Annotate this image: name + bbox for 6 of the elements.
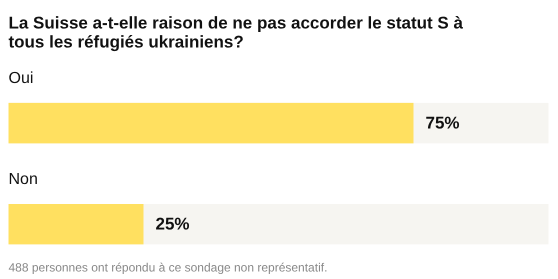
y-tick-label: Non <box>8 171 38 188</box>
y-tick-label: Oui <box>8 70 34 88</box>
data-label: 75% <box>426 114 460 133</box>
text: 488 personnes ont répondu à ce sondage non représentatif. <box>8 260 328 274</box>
chart-title: La Suisse a-t-elle raison de ne pas accorder le statut S à tous les réfugiés ukrainiens? <box>8 14 464 52</box>
data-label: 25% <box>156 214 190 234</box>
